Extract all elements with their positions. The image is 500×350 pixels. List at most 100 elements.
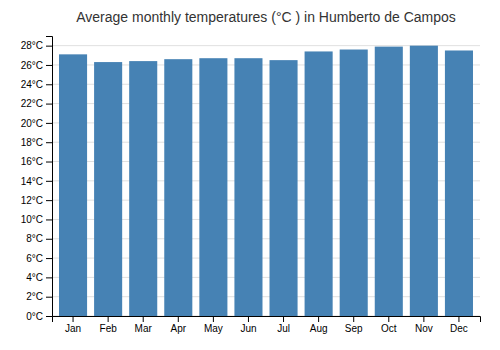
x-tick: Aug <box>310 316 328 334</box>
y-tick-label: 22°C <box>21 98 43 109</box>
x-tick-mark <box>213 316 214 322</box>
y-tick-mark <box>46 316 52 317</box>
y-tick-label: 24°C <box>21 79 43 90</box>
y-tick-mark <box>46 162 52 163</box>
y-tick-mark <box>46 65 52 66</box>
x-tick: Apr <box>171 316 187 334</box>
x-tick: Oct <box>381 316 397 334</box>
x-tick-mark <box>108 316 109 322</box>
x-tick-label: Jan <box>65 323 81 334</box>
x-tick-label: Jul <box>277 323 290 334</box>
y-tick-label: 12°C <box>21 195 43 206</box>
bar <box>94 62 122 316</box>
x-tick-mark <box>353 316 354 322</box>
y-tick: 8°C <box>26 233 52 244</box>
y-tick-label: 26°C <box>21 60 43 71</box>
y-tick-label: 6°C <box>26 253 43 264</box>
bar <box>445 50 473 316</box>
x-tick: Jul <box>277 316 290 334</box>
bar <box>340 50 368 316</box>
y-tick: 14°C <box>21 176 52 187</box>
y-tick-label: 4°C <box>26 272 43 283</box>
y-tick: 10°C <box>21 214 52 225</box>
y-tick: 24°C <box>21 79 52 90</box>
y-tick: 4°C <box>26 272 52 283</box>
bar <box>199 58 227 316</box>
x-tick-mark <box>458 316 459 322</box>
y-tick-label: 18°C <box>21 137 43 148</box>
y-tick: 18°C <box>21 137 52 148</box>
x-tick: Dec <box>450 316 468 334</box>
x-tick-mark <box>388 316 389 322</box>
y-tick-mark <box>46 123 52 124</box>
chart: Average monthly temperatures (°C ) in Hu… <box>0 0 500 350</box>
y-tick: 20°C <box>21 118 52 129</box>
x-tick-label: Sep <box>345 323 363 334</box>
bar <box>410 46 438 316</box>
y-tick: 16°C <box>21 156 52 167</box>
x-axis: Jan Feb Mar Apr May Jun Jul Aug Sep Oct Nov Dec <box>53 316 481 334</box>
x-tick-mark <box>318 316 319 322</box>
x-tick: Sep <box>345 316 363 334</box>
bar <box>305 51 333 316</box>
y-tick: 0°C <box>26 311 52 322</box>
bar <box>164 59 192 316</box>
x-tick-label: Aug <box>310 323 328 334</box>
x-tick-label: Mar <box>135 323 153 334</box>
x-tick-mark <box>178 316 179 322</box>
y-tick-mark <box>46 277 52 278</box>
y-axis-line <box>46 37 53 317</box>
x-tick: Mar <box>135 316 153 334</box>
bar <box>234 58 262 316</box>
grid <box>52 46 480 316</box>
x-tick-mark <box>143 316 144 322</box>
y-tick-label: 28°C <box>21 40 43 51</box>
y-tick-label: 8°C <box>26 233 43 244</box>
x-tick-mark <box>283 316 284 322</box>
x-tick-label: Dec <box>450 323 468 334</box>
bars <box>59 46 473 316</box>
y-tick-mark <box>46 104 52 105</box>
y-tick-label: 2°C <box>26 291 43 302</box>
y-tick: 6°C <box>26 253 52 264</box>
bar <box>375 47 403 316</box>
y-tick-mark <box>46 84 52 85</box>
y-tick: 22°C <box>21 98 52 109</box>
y-tick: 28°C <box>21 40 52 51</box>
y-tick-label: 0°C <box>26 311 43 322</box>
y-tick-mark <box>46 239 52 240</box>
y-tick-label: 14°C <box>21 176 43 187</box>
x-tick-label: Nov <box>415 323 433 334</box>
x-tick-mark <box>423 316 424 322</box>
x-tick-label: May <box>204 323 223 334</box>
y-tick-mark <box>46 46 52 47</box>
x-tick-label: Jun <box>240 323 256 334</box>
y-tick: 12°C <box>21 195 52 206</box>
x-tick-label: Oct <box>381 323 397 334</box>
y-tick-mark <box>46 181 52 182</box>
x-tick-label: Apr <box>171 323 187 334</box>
bar <box>59 54 87 316</box>
plot: 0°C 2°C 4°C 6°C 8°C 10°C 12°C 14°C 16°C 18°C 20°C 2… <box>21 37 481 335</box>
y-tick: 2°C <box>26 291 52 302</box>
bar <box>129 61 157 316</box>
x-tick-mark <box>248 316 249 322</box>
x-tick: May <box>204 316 223 334</box>
x-tick: Feb <box>100 316 118 334</box>
x-tick: Nov <box>415 316 433 334</box>
x-tick-label: Feb <box>100 323 118 334</box>
y-tick-mark <box>46 297 52 298</box>
x-tick-mark <box>73 316 74 322</box>
y-tick-mark <box>46 200 52 201</box>
y-tick: 26°C <box>21 60 52 71</box>
y-tick-mark <box>46 142 52 143</box>
y-axis: 0°C 2°C 4°C 6°C 8°C 10°C 12°C 14°C 16°C 18°C 20°C 2… <box>21 37 53 322</box>
y-tick-label: 10°C <box>21 214 43 225</box>
y-tick-mark <box>46 219 52 220</box>
y-tick-mark <box>46 258 52 259</box>
x-axis-line <box>53 317 481 323</box>
y-tick-label: 20°C <box>21 118 43 129</box>
x-tick: Jan <box>65 316 81 334</box>
y-tick-label: 16°C <box>21 156 43 167</box>
bar <box>270 60 298 316</box>
